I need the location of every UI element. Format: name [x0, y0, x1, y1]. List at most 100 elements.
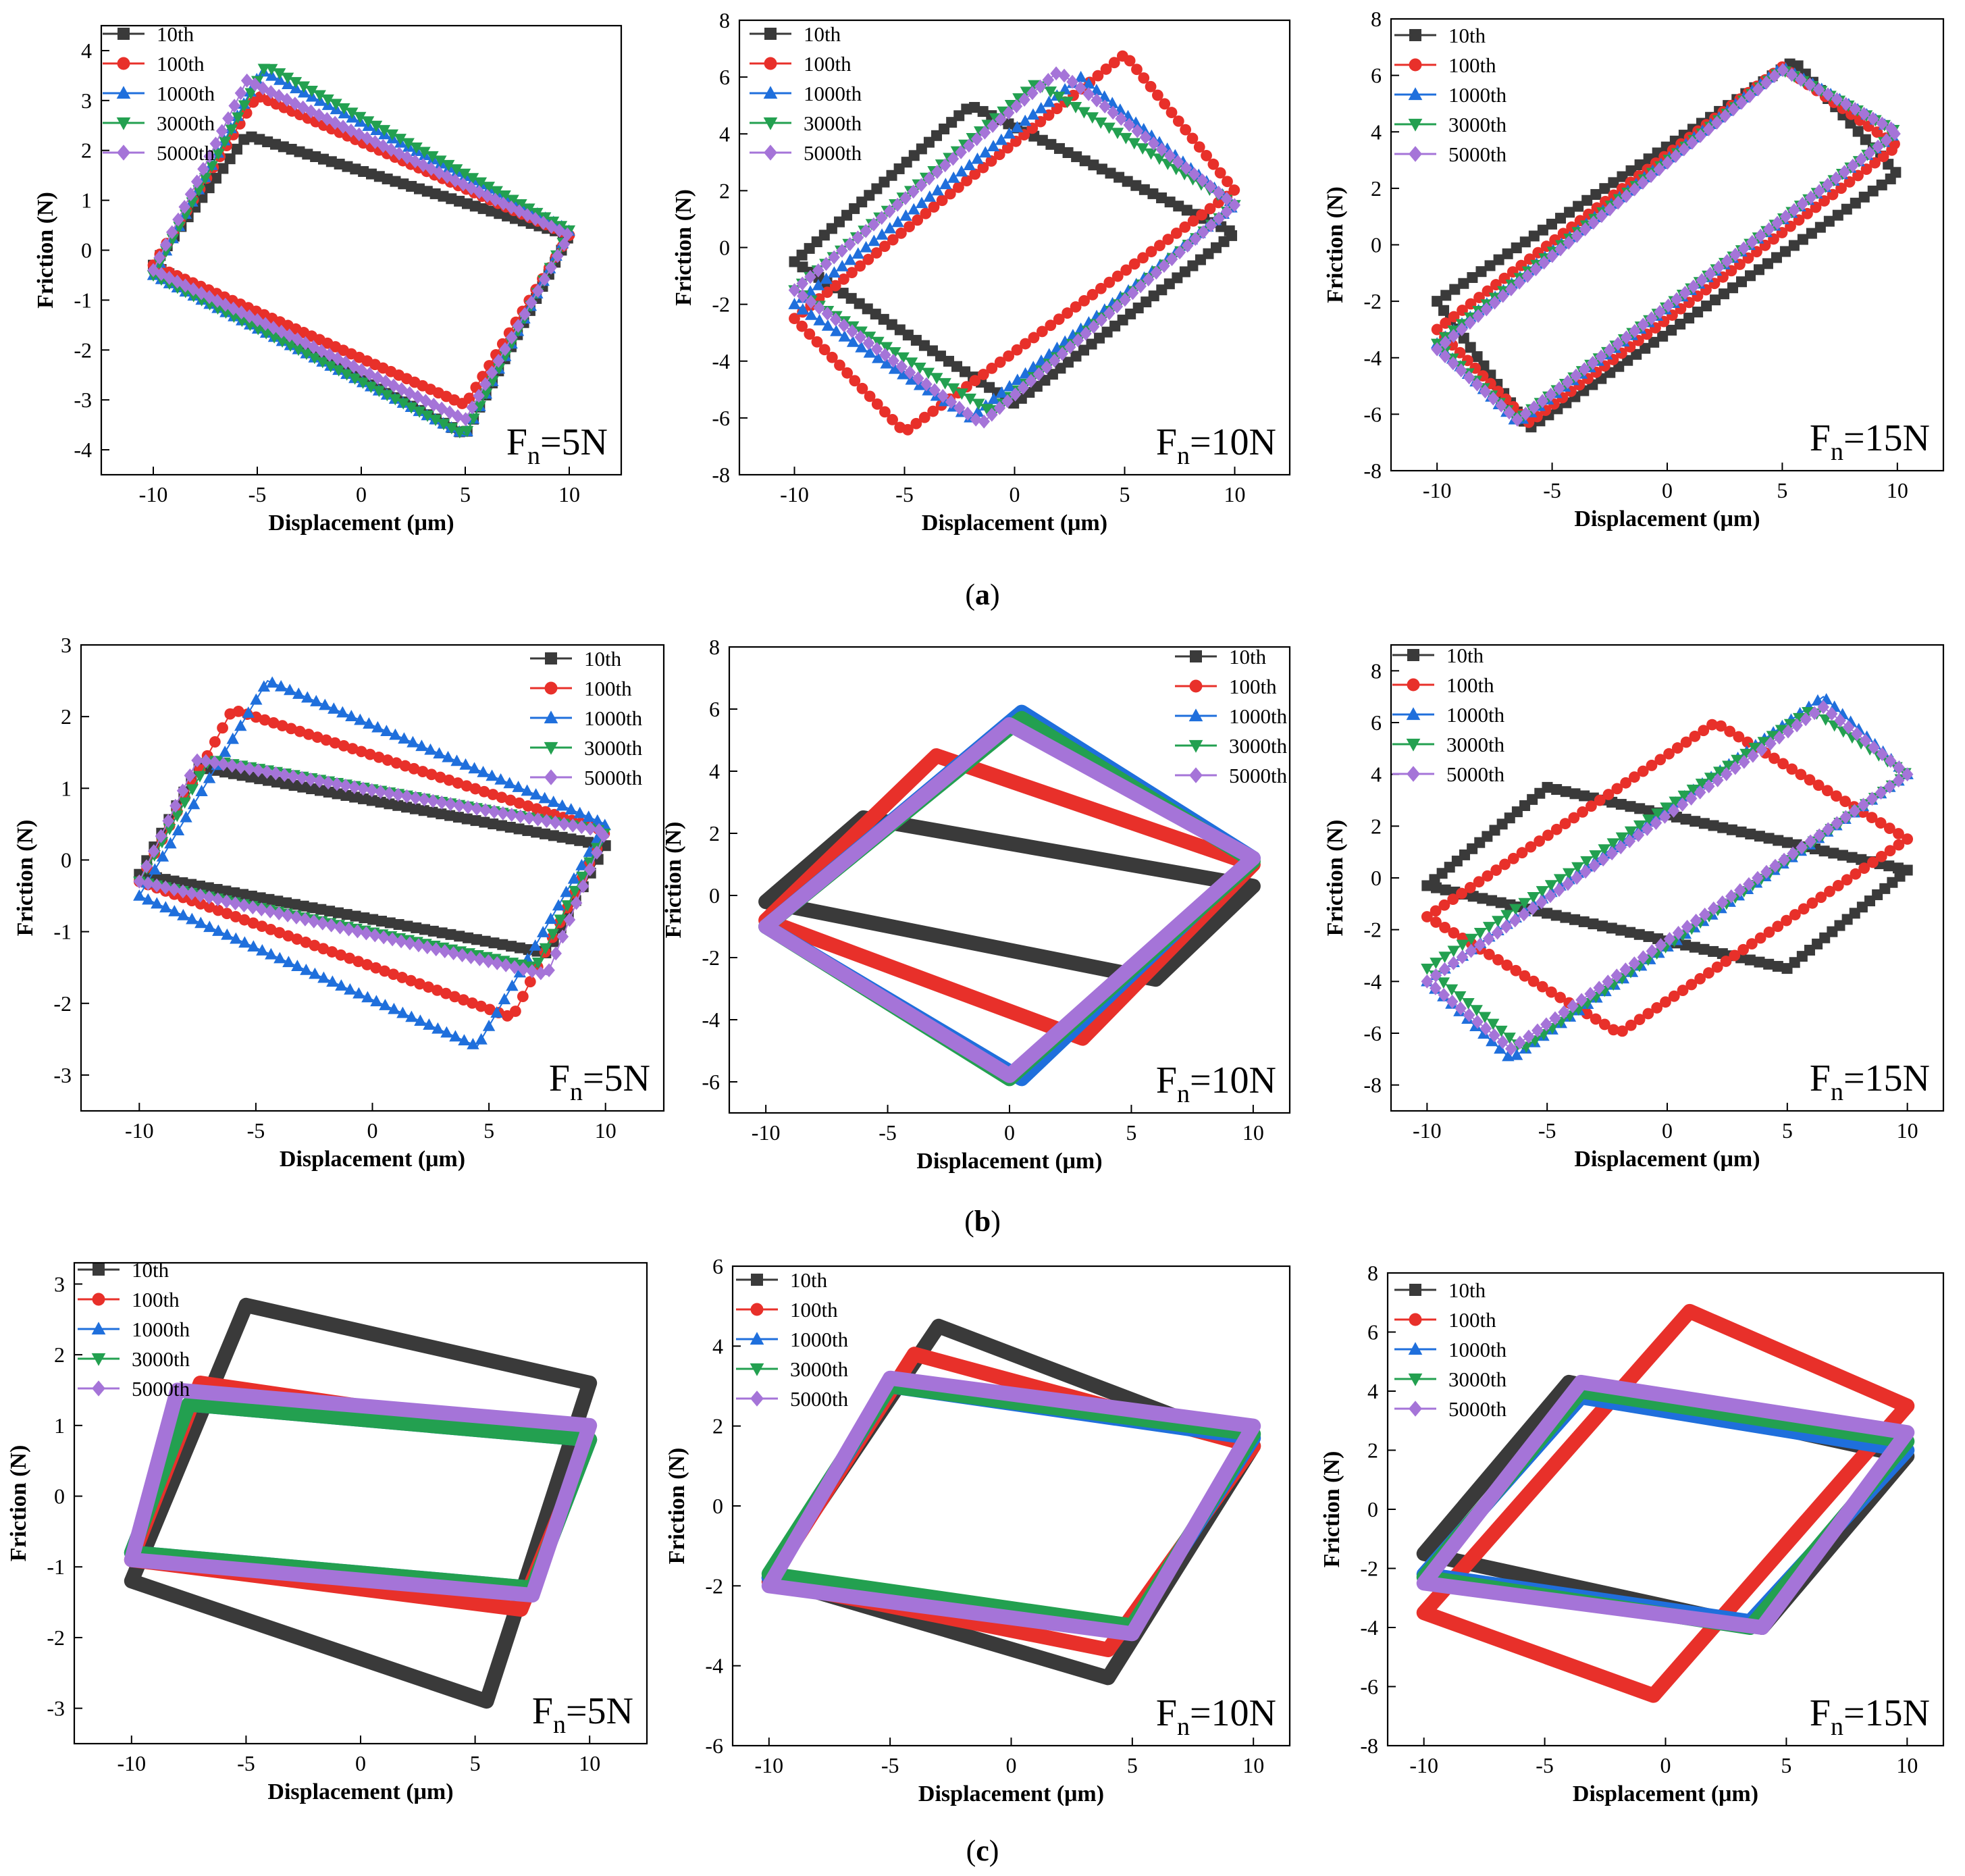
data-point: [525, 295, 538, 310]
data-point: [1737, 241, 1750, 256]
y-axis-label: Friction (N): [1319, 1451, 1344, 1568]
data-point: [1193, 141, 1205, 153]
data-point: [252, 763, 265, 778]
data-point: [870, 247, 883, 259]
data-point: [1504, 1041, 1517, 1056]
y-tick-label: -2: [53, 991, 72, 1016]
legend-marker: [1189, 679, 1203, 693]
data-point: [370, 962, 382, 974]
x-axis-label: Displacement (μm): [267, 1779, 453, 1804]
data-point: [1499, 858, 1511, 870]
data-point: [321, 94, 334, 106]
data-point: [1196, 209, 1208, 221]
data-point: [354, 713, 367, 725]
data-point: [1893, 760, 1906, 775]
data-point: [937, 389, 949, 403]
data-point: [243, 309, 256, 323]
data-point: [359, 912, 370, 924]
data-point: [1702, 779, 1715, 793]
data-point: [369, 135, 382, 149]
data-point: [441, 170, 454, 184]
series-line: [758, 704, 1261, 1087]
data-point: [1534, 835, 1546, 847]
data-point: [482, 954, 495, 968]
data-point: [1804, 77, 1816, 92]
data-point: [1578, 362, 1591, 377]
data-point: [1017, 380, 1029, 395]
data-point: [1694, 785, 1706, 800]
data-point: [1421, 911, 1433, 922]
data-point: [445, 423, 459, 435]
data-point: [348, 780, 361, 795]
data-point: [1651, 1002, 1663, 1014]
data-point: [436, 808, 447, 820]
series-line: [1416, 1374, 1915, 1635]
data-point: [168, 882, 180, 897]
data-point: [826, 351, 838, 363]
data-point: [1804, 774, 1816, 786]
data-point: [1042, 73, 1055, 87]
legend-label: 10th: [1448, 1278, 1486, 1302]
data-point: [1845, 118, 1856, 129]
data-point: [377, 930, 390, 945]
data-point: [467, 1037, 479, 1049]
data-point: [423, 981, 434, 993]
data-point: [887, 414, 898, 425]
data-point: [1429, 981, 1442, 995]
data-point: [1482, 870, 1494, 882]
data-point: [465, 950, 477, 964]
data-point: [1494, 1042, 1506, 1054]
data-point: [1685, 791, 1698, 806]
data-point: [1111, 299, 1124, 314]
data-point: [508, 960, 521, 974]
data-point: [1123, 118, 1136, 132]
data-point: [299, 912, 311, 927]
data-point: [920, 377, 933, 392]
data-point: [256, 944, 269, 956]
data-point: [1680, 736, 1692, 748]
data-point: [505, 330, 518, 345]
data-point: [955, 388, 968, 400]
data-point: [1821, 178, 1834, 192]
data-point: [1462, 998, 1475, 1010]
data-point: [1762, 222, 1775, 236]
data-point: [1808, 706, 1820, 721]
data-point: [1472, 309, 1484, 323]
series-5000th: [788, 66, 1241, 429]
load-annotation: Fn=10N: [1156, 1692, 1276, 1741]
data-point: [427, 925, 439, 937]
data-point: [1158, 259, 1170, 273]
data-point: [970, 412, 982, 427]
data-point: [522, 800, 534, 812]
y-tick-label: 6: [719, 65, 730, 89]
data-point: [598, 829, 610, 843]
x-tick-label: -10: [117, 1751, 146, 1775]
data-point: [1513, 276, 1525, 290]
data-point: [1847, 158, 1859, 173]
y-tick-label: -2: [702, 945, 720, 970]
data-point: [1611, 783, 1623, 795]
data-point: [1222, 176, 1233, 188]
data-point: [373, 751, 385, 763]
data-point: [180, 810, 192, 823]
legend-marker: [544, 681, 558, 695]
data-point: [1681, 920, 1694, 934]
data-point: [209, 136, 222, 151]
data-point: [570, 895, 583, 910]
data-point: [1858, 191, 1870, 203]
data-point: [931, 373, 943, 385]
data-point: [1519, 236, 1531, 248]
data-point: [501, 1010, 513, 1022]
data-point: [1050, 66, 1062, 81]
data-point: [475, 1033, 488, 1045]
data-point: [1769, 69, 1781, 83]
data-point: [1575, 993, 1588, 1008]
data-point: [1503, 1033, 1516, 1044]
data-point: [521, 784, 533, 796]
data-point: [1009, 387, 1022, 402]
data-point: [260, 328, 273, 340]
data-point: [1875, 850, 1887, 862]
data-point: [883, 222, 897, 234]
data-point: [230, 911, 242, 922]
data-point: [1553, 874, 1567, 886]
